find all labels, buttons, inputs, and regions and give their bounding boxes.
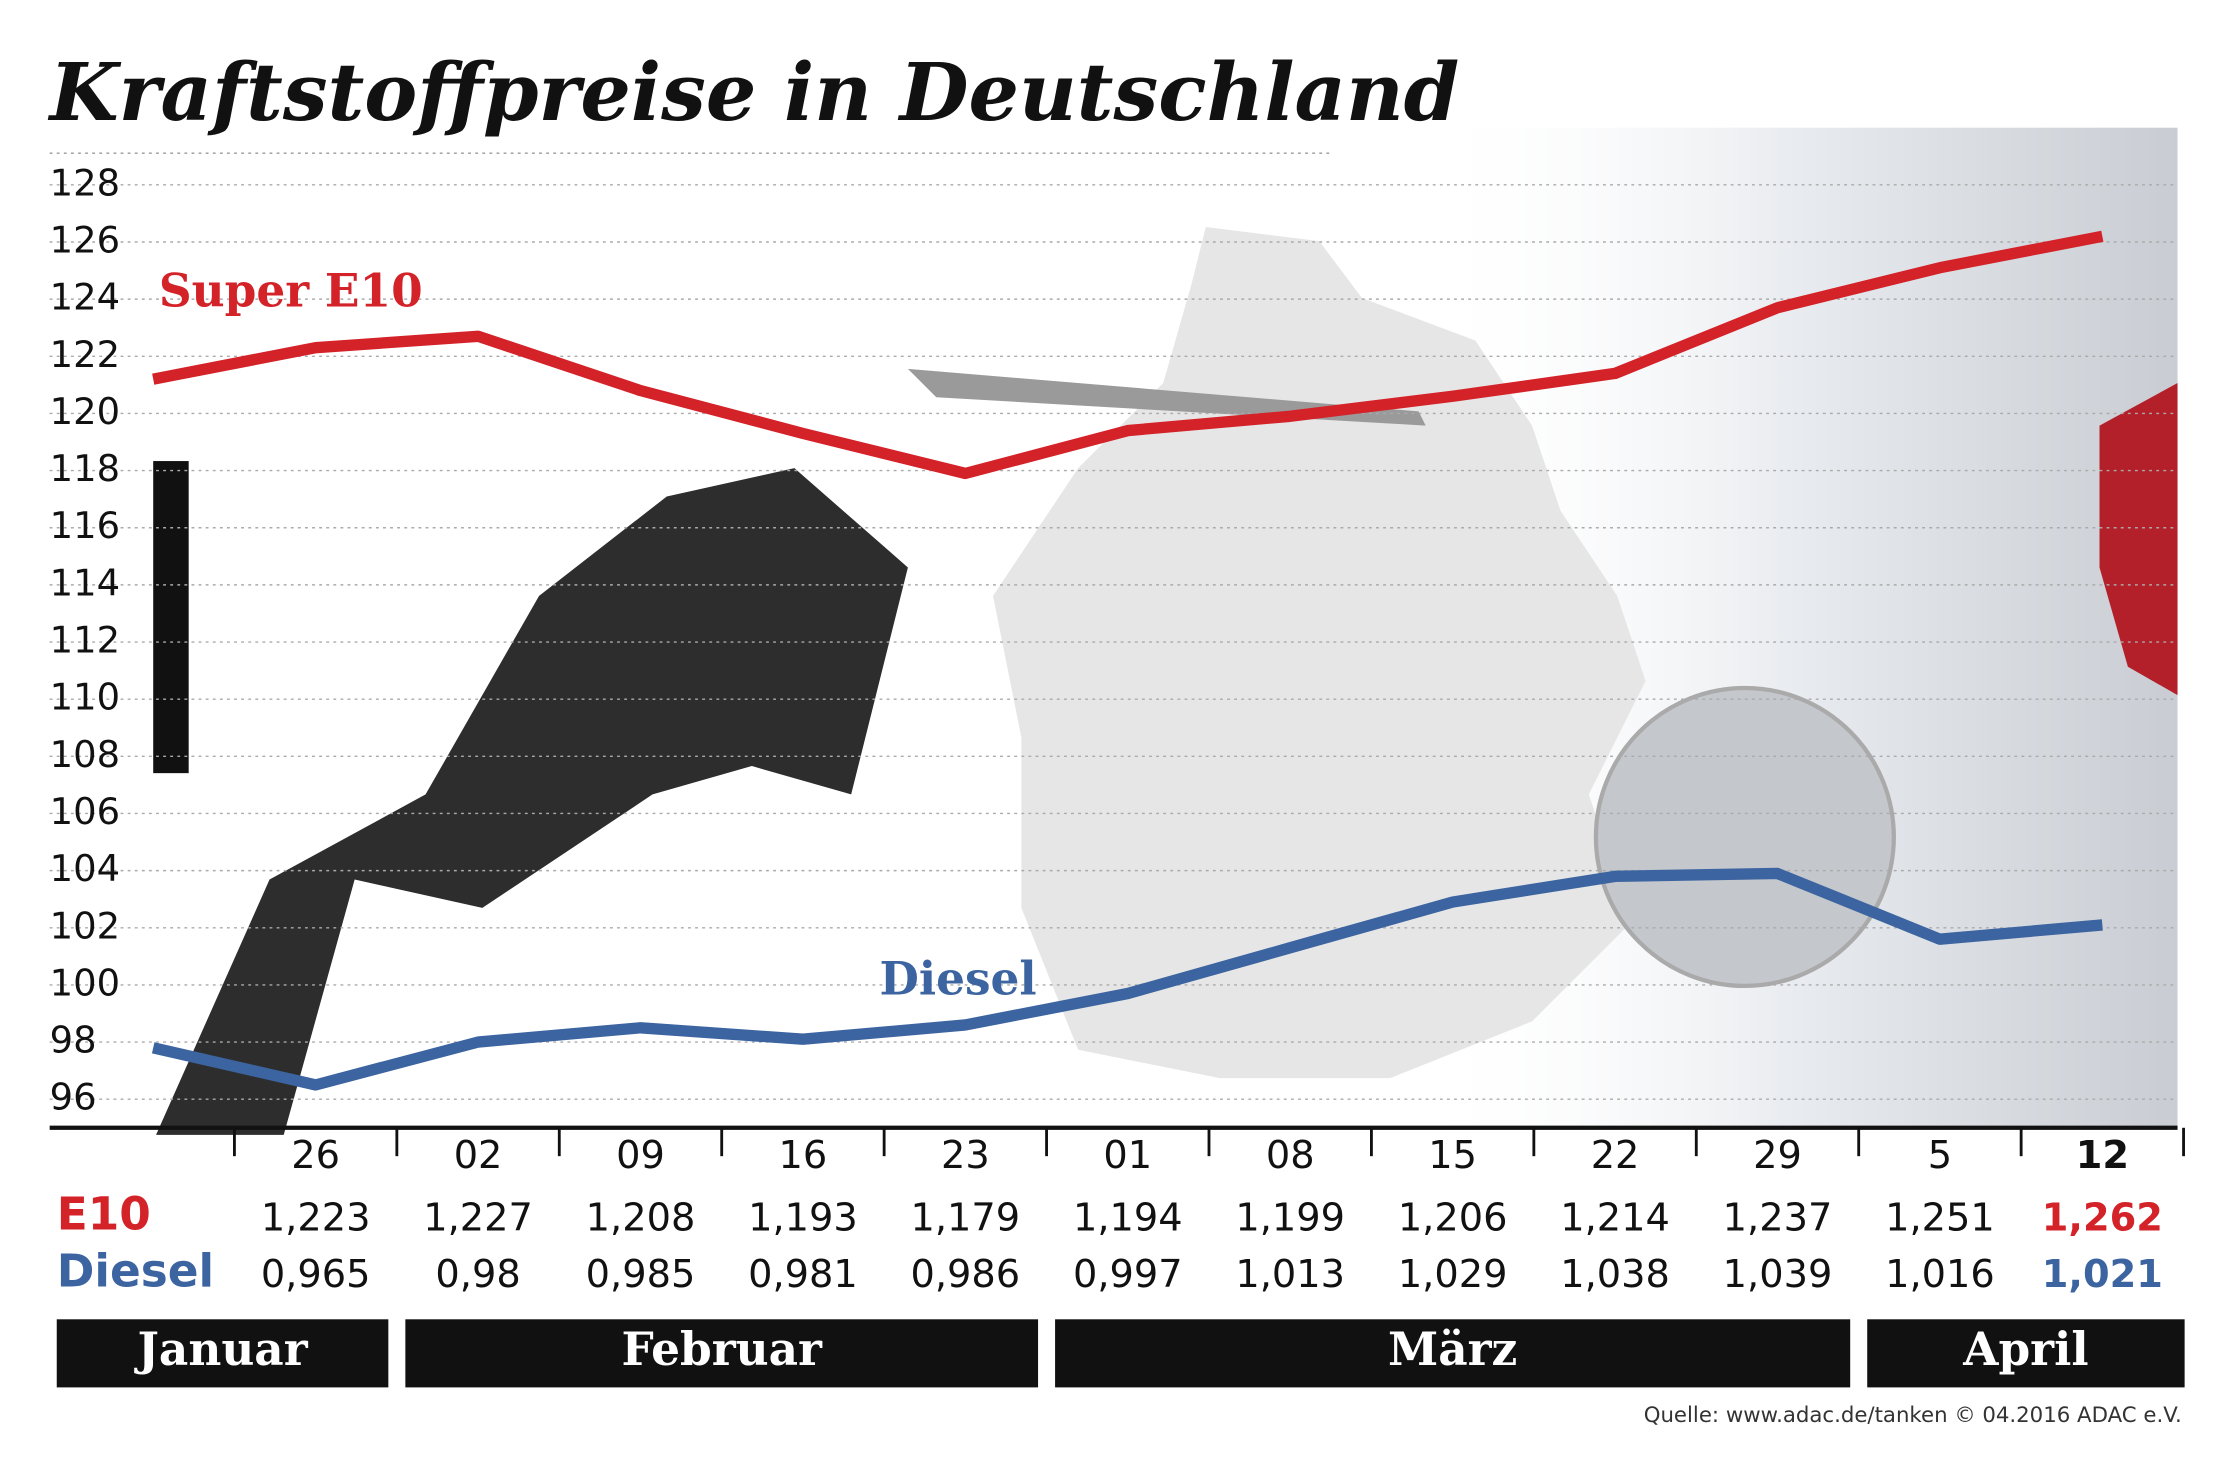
month-band	[56, 1319, 389, 1388]
value-label: 0,985	[586, 1252, 696, 1297]
x-tick-label: 12	[2076, 1133, 2129, 1178]
x-tick-label: 23	[941, 1133, 990, 1178]
y-tick-label: 108	[50, 733, 120, 776]
y-tick-label: 98	[50, 1019, 97, 1062]
value-label: 0,965	[261, 1252, 371, 1297]
series-label: Diesel	[880, 952, 1037, 1006]
x-tick-label: 01	[1103, 1133, 1152, 1178]
value-label: 1,021	[2042, 1252, 2163, 1297]
x-tick-label: 26	[291, 1133, 340, 1178]
tank-lid	[1593, 685, 1896, 989]
value-label: 0,986	[911, 1252, 1021, 1297]
y-tick-label: 118	[50, 447, 120, 490]
month-label: Januar	[133, 1322, 308, 1376]
value-label: 1,199	[1235, 1196, 1345, 1241]
series-line	[151, 867, 2103, 1091]
x-tick-label: 22	[1591, 1133, 1640, 1178]
value-label: 0,981	[748, 1252, 858, 1297]
month-band	[1055, 1319, 1851, 1388]
y-tick-label: 114	[50, 561, 120, 604]
y-tick-label: 110	[50, 676, 120, 719]
value-label: 1,038	[1560, 1252, 1670, 1297]
month-label: April	[1962, 1322, 2088, 1376]
x-tick-label: 02	[454, 1133, 503, 1178]
month-band	[1867, 1319, 2185, 1388]
y-tick-label: 102	[50, 904, 120, 947]
value-label: 1,251	[1885, 1196, 1995, 1241]
y-tick-label: 100	[50, 961, 120, 1004]
series-label: Super E10	[159, 264, 423, 318]
y-tick-label: 112	[50, 619, 120, 662]
value-label: 1,262	[2042, 1196, 2163, 1241]
x-tick-label: 16	[779, 1133, 828, 1178]
y-tick-label: 116	[50, 504, 120, 547]
month-band	[405, 1319, 1039, 1388]
value-label: 1,194	[1073, 1196, 1183, 1241]
x-tick-label: 08	[1266, 1133, 1315, 1178]
series-line	[152, 230, 2104, 480]
month-label: Februar	[621, 1322, 823, 1376]
y-tick-label: 106	[50, 790, 120, 833]
value-label: 1,208	[586, 1196, 696, 1241]
chart-title: Kraftstoffpreise in Deutschland	[48, 45, 1460, 139]
value-label: 1,237	[1723, 1196, 1833, 1241]
value-label: 1,223	[261, 1196, 371, 1241]
value-label: 0,997	[1073, 1252, 1183, 1297]
y-tick-label: 104	[50, 847, 120, 890]
x-tick-label: 09	[616, 1133, 665, 1178]
value-label: 1,016	[1885, 1252, 1995, 1297]
value-label: 1,193	[748, 1196, 858, 1241]
x-tick-label: 5	[1928, 1133, 1952, 1178]
y-tick-label: 120	[50, 390, 120, 433]
y-tick-label: 128	[50, 161, 120, 204]
y-tick-label: 124	[50, 276, 120, 319]
row-label: Diesel	[57, 1244, 214, 1297]
x-tick-label: 29	[1753, 1133, 1802, 1178]
value-label: 0,98	[435, 1252, 520, 1297]
value-label: 1,214	[1560, 1196, 1670, 1241]
y-tick-label: 126	[50, 218, 120, 261]
month-label: März	[1388, 1322, 1517, 1376]
car-light	[2099, 383, 2178, 696]
value-label: 1,206	[1398, 1196, 1508, 1241]
sleeve	[153, 461, 189, 774]
row-label: E10	[57, 1188, 151, 1241]
value-label: 1,227	[423, 1196, 533, 1241]
map-germany	[993, 226, 1646, 1079]
source: Quelle: www.adac.de/tanken © 04.2016 ADA…	[1644, 1403, 2182, 1428]
value-label: 1,013	[1235, 1252, 1345, 1297]
fuel-nozzle	[156, 468, 908, 1135]
value-label: 1,179	[911, 1196, 1021, 1241]
value-label: 1,039	[1723, 1252, 1833, 1297]
y-tick-label: 122	[50, 333, 120, 376]
value-label: 1,029	[1398, 1252, 1508, 1297]
y-tick-label: 96	[50, 1076, 97, 1119]
x-tick-label: 15	[1428, 1133, 1477, 1178]
